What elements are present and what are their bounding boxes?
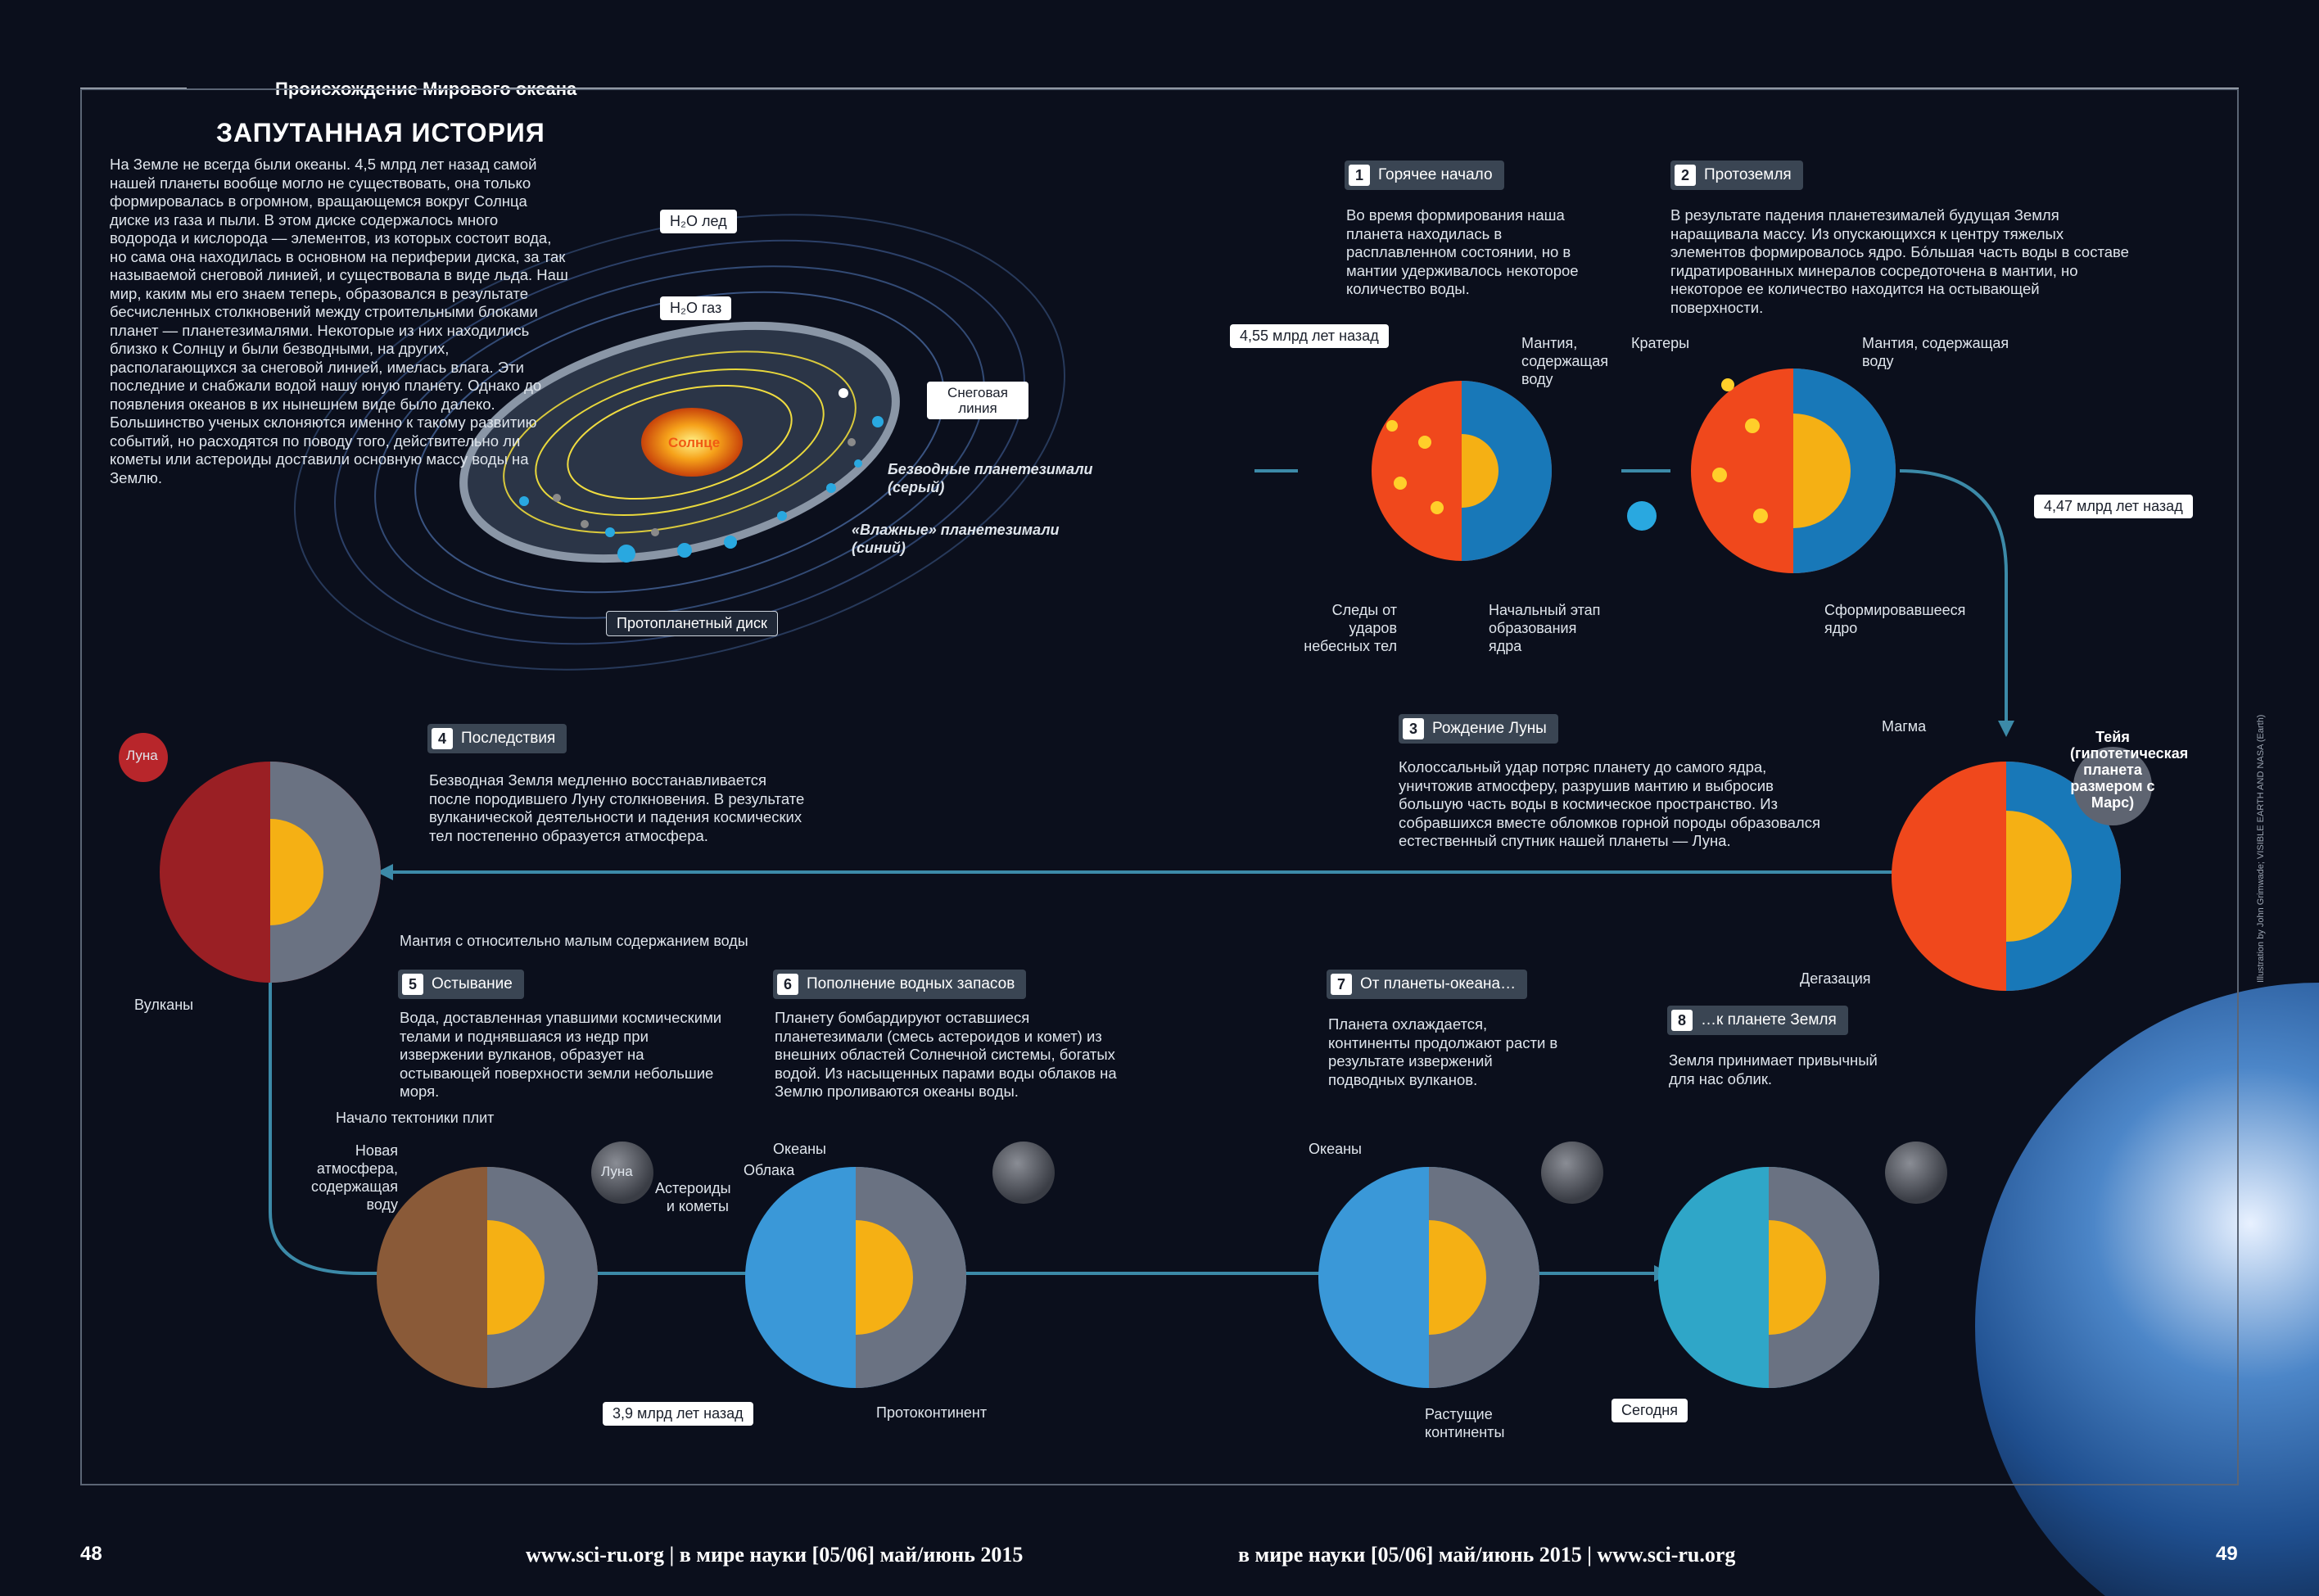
step-5-text: Вода, доставленная упавшими космическими… bbox=[400, 1009, 722, 1100]
step-2-text: В результате падения планетезималей буду… bbox=[1670, 206, 2129, 316]
sun bbox=[641, 408, 743, 477]
moon-red bbox=[119, 733, 168, 782]
wet-planetesimals-label: «Влажные» планетезимали (синий) bbox=[852, 522, 1060, 556]
moon-2-label: Луна bbox=[601, 1164, 633, 1179]
step-5-header: 5 Остывание bbox=[398, 970, 524, 999]
right-footer: в мире науки [05/06] май/июнь 2015 | www… bbox=[1238, 1543, 1736, 1567]
theia-label: Тейя (гипотетическая планета размером с … bbox=[2070, 729, 2189, 811]
step-7-text: Планета охлаждается, континенты продолжа… bbox=[1328, 1015, 1558, 1088]
left-footer: www.sci-ru.org | в мире науки [05/06] ма… bbox=[526, 1543, 1024, 1567]
step-3-number: 3 bbox=[1403, 718, 1424, 739]
step-8-text: Земля принимает привычный для нас облик. bbox=[1669, 1051, 1878, 1087]
step-6-number: 6 bbox=[777, 974, 798, 995]
step-6-header: 6 Пополнение водных запасов bbox=[773, 970, 1027, 999]
step-1-title: Горячее начало bbox=[1378, 166, 1493, 183]
growing-continents-label: Растущие континенты bbox=[1425, 1406, 1505, 1440]
step-4-text: Безводная Земля медленно восстанавливает… bbox=[429, 771, 805, 844]
mantle-water-2-label: Мантия, содержащая воду bbox=[1862, 335, 2009, 369]
right-page-number: 49 bbox=[2216, 1543, 2238, 1565]
illustration-credit: Illustration by John Grimwade; VISIBLE E… bbox=[2256, 714, 2266, 983]
asteroids-label: Астероиды и кометы bbox=[655, 1180, 731, 1214]
core-formed-label: Сформировавшееся ядро bbox=[1824, 602, 1966, 636]
page-title: ЗАПУТАННАЯ ИСТОРИЯ bbox=[216, 118, 545, 147]
step-1-header: 1 Горячее начало bbox=[1345, 161, 1504, 190]
step-3-title: Рождение Луны bbox=[1432, 720, 1547, 737]
step-4-title: Последствия bbox=[461, 730, 556, 747]
dry-planetesimals-label: Безводные планетезимали (серый) bbox=[888, 461, 1093, 495]
clouds-label: Облака bbox=[744, 1162, 795, 1178]
step-1-number: 1 bbox=[1349, 165, 1370, 186]
time-3-9: 3,9 млрд лет назад bbox=[603, 1402, 753, 1426]
step-6-title: Пополнение водных запасов bbox=[807, 975, 1015, 992]
planet-stage-1 bbox=[1372, 381, 1552, 561]
mantle-dry-label: Мантия с относительно малым содержанием … bbox=[400, 933, 748, 949]
h2o-ice-label: H₂O лед bbox=[660, 210, 737, 233]
oceans-2-label: Океаны bbox=[1309, 1141, 1362, 1157]
planet-stage-8 bbox=[1658, 1142, 1947, 1388]
tectonics-label: Начало тектоники плит bbox=[336, 1110, 495, 1126]
comet bbox=[1627, 501, 1657, 531]
step-5-number: 5 bbox=[402, 974, 423, 995]
theia bbox=[2073, 747, 2152, 825]
step-8-title: …к планете Земля bbox=[1701, 1011, 1837, 1029]
magma-label: Магма bbox=[1882, 718, 1927, 735]
planet-stage-2 bbox=[1691, 368, 1896, 573]
planet-stage-6 bbox=[745, 1142, 1055, 1388]
h2o-gas-label: H₂O газ bbox=[660, 296, 732, 320]
craters-label: Кратеры bbox=[1631, 335, 1690, 351]
step-3-header: 3 Рождение Луны bbox=[1399, 714, 1558, 744]
new-atmosphere-label: Новая атмосфера, содержащая воду bbox=[311, 1142, 398, 1213]
step-8-header: 8 …к планете Земля bbox=[1667, 1006, 1848, 1035]
step-8-number: 8 bbox=[1671, 1010, 1693, 1031]
protoplanetary-disk bbox=[294, 214, 1065, 671]
step-7-title: От планеты-океана… bbox=[1360, 975, 1517, 992]
step-6-text: Планету бомбардируют оставшиеся планетез… bbox=[775, 1009, 1117, 1100]
page-frame bbox=[80, 88, 2239, 1485]
protocontinent-label: Протоконтинент bbox=[876, 1404, 988, 1421]
step-7-header: 7 От планеты-океана… bbox=[1327, 970, 1528, 999]
time-4-47: 4,47 млрд лет назад bbox=[2034, 495, 2193, 518]
time-today: Сегодня bbox=[1612, 1399, 1688, 1422]
planet-stage-5 bbox=[377, 1142, 653, 1388]
disk-label: Протопланетный диск bbox=[606, 611, 778, 636]
step-2-title: Протоземля bbox=[1704, 166, 1792, 183]
step-1-text: Во время формирования наша планета наход… bbox=[1346, 206, 1579, 297]
snow-line-label: Снеговая линия bbox=[927, 382, 1028, 419]
volcanoes-label: Вулканы bbox=[134, 997, 194, 1013]
oceans-label: Океаны bbox=[773, 1141, 826, 1157]
step-3-text: Колоссальный удар потряс планету до само… bbox=[1399, 758, 1820, 849]
step-7-number: 7 bbox=[1331, 974, 1352, 995]
planet-stage-3 bbox=[1892, 747, 2152, 991]
core-early-label: Начальный этап образования ядра bbox=[1489, 602, 1601, 654]
moon-label: Луна bbox=[126, 748, 158, 763]
degassing-label: Дегазация bbox=[1800, 970, 1871, 987]
left-page-number: 48 bbox=[80, 1543, 102, 1565]
sun-label: Солнце bbox=[668, 435, 721, 450]
step-2-header: 2 Протоземля bbox=[1670, 161, 1803, 190]
earth-photo bbox=[1975, 983, 2319, 1596]
intro-text: На Земле не всегда были океаны. 4,5 млрд… bbox=[110, 156, 568, 486]
step-2-number: 2 bbox=[1675, 165, 1696, 186]
step-4-header: 4 Последствия bbox=[427, 724, 567, 753]
step-4-number: 4 bbox=[432, 728, 453, 749]
planet-stage-7 bbox=[1318, 1142, 1603, 1388]
step-5-title: Остывание bbox=[432, 975, 513, 992]
impact-traces-label: Следы от ударов небесных тел bbox=[1304, 602, 1397, 654]
planet-stage-4 bbox=[119, 733, 381, 983]
time-4-55: 4,55 млрд лет назад bbox=[1230, 324, 1389, 348]
mantle-water-label: Мантия, содержащая воду bbox=[1521, 335, 1608, 387]
